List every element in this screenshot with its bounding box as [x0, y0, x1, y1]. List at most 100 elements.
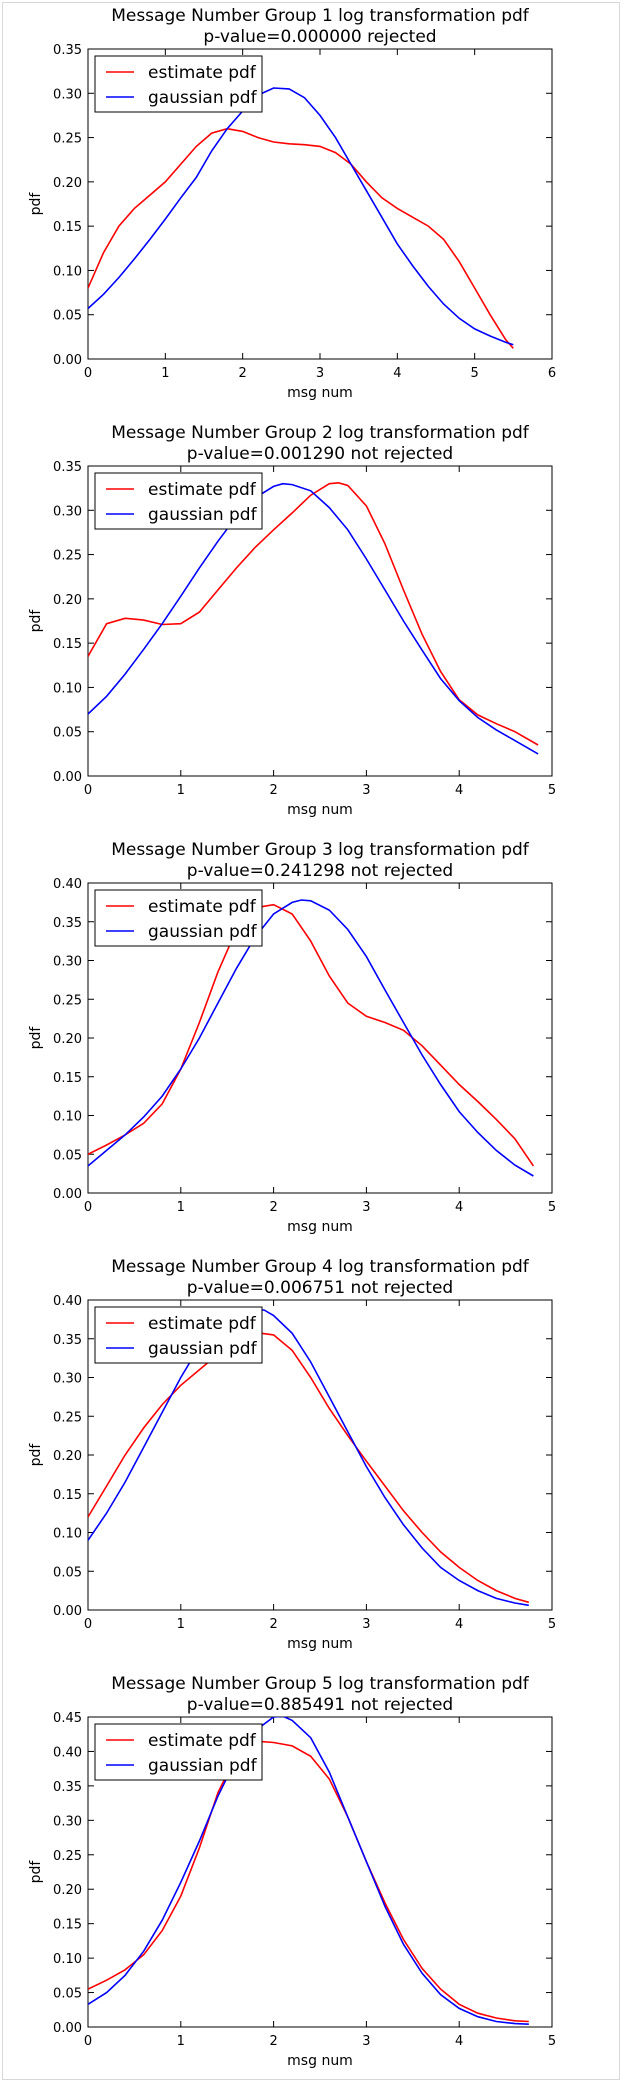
- y-tick-label: 0.30: [53, 87, 82, 102]
- x-tick-label: 3: [362, 1617, 370, 1632]
- y-tick-label: 0.15: [53, 637, 82, 652]
- chart-title: Message Number Group 1 log transformatio…: [111, 6, 530, 26]
- plot-area: [87, 465, 553, 777]
- y-tick-label: 0.25: [53, 132, 82, 147]
- legend-box: [94, 472, 263, 530]
- x-tick-label: 4: [455, 2034, 463, 2049]
- x-axis-label: msg num: [287, 2053, 353, 2069]
- y-tick-label: 0.30: [53, 955, 82, 970]
- y-tick-label: 0.40: [53, 1294, 82, 1309]
- chart-panel-3: Message Number Group 3 log transformatio…: [28, 840, 556, 1235]
- y-tick-label: 0.10: [53, 1952, 82, 1967]
- y-tick-label: 0.25: [53, 549, 82, 564]
- x-tick-label: 6: [548, 366, 556, 381]
- y-tick-label: 0.35: [53, 460, 82, 475]
- x-tick-label: 3: [362, 2034, 370, 2049]
- x-tick-label: 5: [548, 2034, 556, 2049]
- x-tick-label: 0: [84, 1617, 92, 1632]
- legend-box: [94, 55, 263, 113]
- x-tick-label: 0: [84, 2034, 92, 2049]
- chart-panel-5: Message Number Group 5 log transformatio…: [28, 1674, 556, 2069]
- x-tick-label: 4: [455, 1200, 463, 1215]
- estimate-pdf-line: [88, 1331, 530, 1604]
- y-tick-label: 0.20: [53, 1449, 82, 1464]
- y-tick-label: 0.00: [53, 353, 82, 368]
- x-axis-label: msg num: [287, 1636, 353, 1652]
- chart-title: Message Number Group 5 log transformatio…: [111, 1674, 530, 1694]
- y-tick-label: 0.10: [53, 1110, 82, 1125]
- x-tick-label: 2: [269, 2034, 277, 2049]
- chart-subtitle: p-value=0.006751 not rejected: [187, 1278, 453, 1298]
- legend-label-estimate: estimate pdf: [148, 480, 257, 500]
- legend-label-gaussian: gaussian pdf: [148, 1756, 258, 1776]
- estimate-pdf-line: [88, 1740, 529, 2023]
- estimate-pdf-line: [88, 481, 539, 746]
- y-tick-label: 0.35: [53, 43, 82, 58]
- y-tick-label: 0.40: [53, 877, 82, 892]
- gaussian-pdf-line: [88, 87, 514, 346]
- y-tick-label: 0.05: [53, 726, 82, 741]
- legend: estimate pdf gaussian pdf: [94, 889, 263, 947]
- estimate-pdf-line: [88, 903, 535, 1167]
- legend-label-gaussian: gaussian pdf: [148, 505, 258, 525]
- y-tick-label: 0.25: [53, 1849, 82, 1864]
- plot-area: [87, 1716, 553, 2028]
- x-tick-label: 5: [471, 366, 479, 381]
- x-tick-label: 1: [177, 2034, 185, 2049]
- y-tick-label: 0.35: [53, 916, 82, 931]
- y-tick-label: 0.30: [53, 1372, 82, 1387]
- y-tick-label: 0.05: [53, 1148, 82, 1163]
- legend-label-gaussian: gaussian pdf: [148, 88, 258, 108]
- x-tick-label: 4: [455, 1617, 463, 1632]
- y-tick-label: 0.00: [53, 2021, 82, 2036]
- legend-label-estimate: estimate pdf: [148, 1731, 257, 1751]
- x-tick-label: 1: [161, 366, 169, 381]
- x-tick-label: 2: [269, 783, 277, 798]
- x-tick-label: 0: [84, 1200, 92, 1215]
- gaussian-pdf-line: [88, 899, 534, 1177]
- chart-subtitle: p-value=0.885491 not rejected: [187, 1695, 453, 1715]
- y-tick-label: 0.05: [53, 309, 82, 324]
- y-tick-label: 0.30: [53, 504, 82, 519]
- x-tick-label: 2: [269, 1200, 277, 1215]
- chart-subtitle: p-value=0.001290 not rejected: [187, 444, 453, 464]
- legend: estimate pdf gaussian pdf: [94, 1723, 263, 1781]
- chart-title: Message Number Group 3 log transformatio…: [111, 840, 530, 860]
- x-tick-label: 4: [455, 783, 463, 798]
- legend-label-estimate: estimate pdf: [148, 897, 257, 917]
- y-axis-label: pdf: [28, 1860, 44, 1884]
- x-tick-label: 3: [316, 366, 324, 381]
- y-axis-label: pdf: [28, 192, 44, 216]
- y-tick-label: 0.35: [53, 1333, 82, 1348]
- legend-label-gaussian: gaussian pdf: [148, 1339, 258, 1359]
- chart-title: Message Number Group 2 log transformatio…: [111, 423, 530, 443]
- x-tick-label: 1: [177, 1617, 185, 1632]
- y-tick-label: 0.05: [53, 1565, 82, 1580]
- y-tick-label: 0.15: [53, 220, 82, 235]
- y-tick-label: 0.20: [53, 1032, 82, 1047]
- y-tick-label: 0.00: [53, 1604, 82, 1619]
- y-tick-label: 0.00: [53, 1187, 82, 1202]
- x-tick-label: 2: [269, 1617, 277, 1632]
- chart-panel-2: Message Number Group 2 log transformatio…: [28, 423, 556, 818]
- x-tick-label: 4: [393, 366, 401, 381]
- y-axis-label: pdf: [28, 1443, 44, 1467]
- legend: estimate pdf gaussian pdf: [94, 55, 263, 113]
- x-tick-label: 3: [362, 783, 370, 798]
- x-tick-label: 0: [84, 366, 92, 381]
- estimate-pdf-line: [88, 127, 514, 349]
- x-tick-label: 1: [177, 783, 185, 798]
- y-tick-label: 0.30: [53, 1814, 82, 1829]
- legend-box: [94, 1723, 263, 1781]
- x-tick-label: 0: [84, 783, 92, 798]
- x-tick-label: 2: [239, 366, 247, 381]
- x-axis-label: msg num: [287, 1219, 353, 1235]
- y-tick-label: 0.05: [53, 1987, 82, 2002]
- x-axis-label: msg num: [287, 802, 353, 818]
- gaussian-pdf-line: [88, 1717, 529, 2025]
- y-tick-label: 0.35: [53, 1780, 82, 1795]
- y-tick-label: 0.10: [53, 681, 82, 696]
- x-axis-label: msg num: [287, 385, 353, 401]
